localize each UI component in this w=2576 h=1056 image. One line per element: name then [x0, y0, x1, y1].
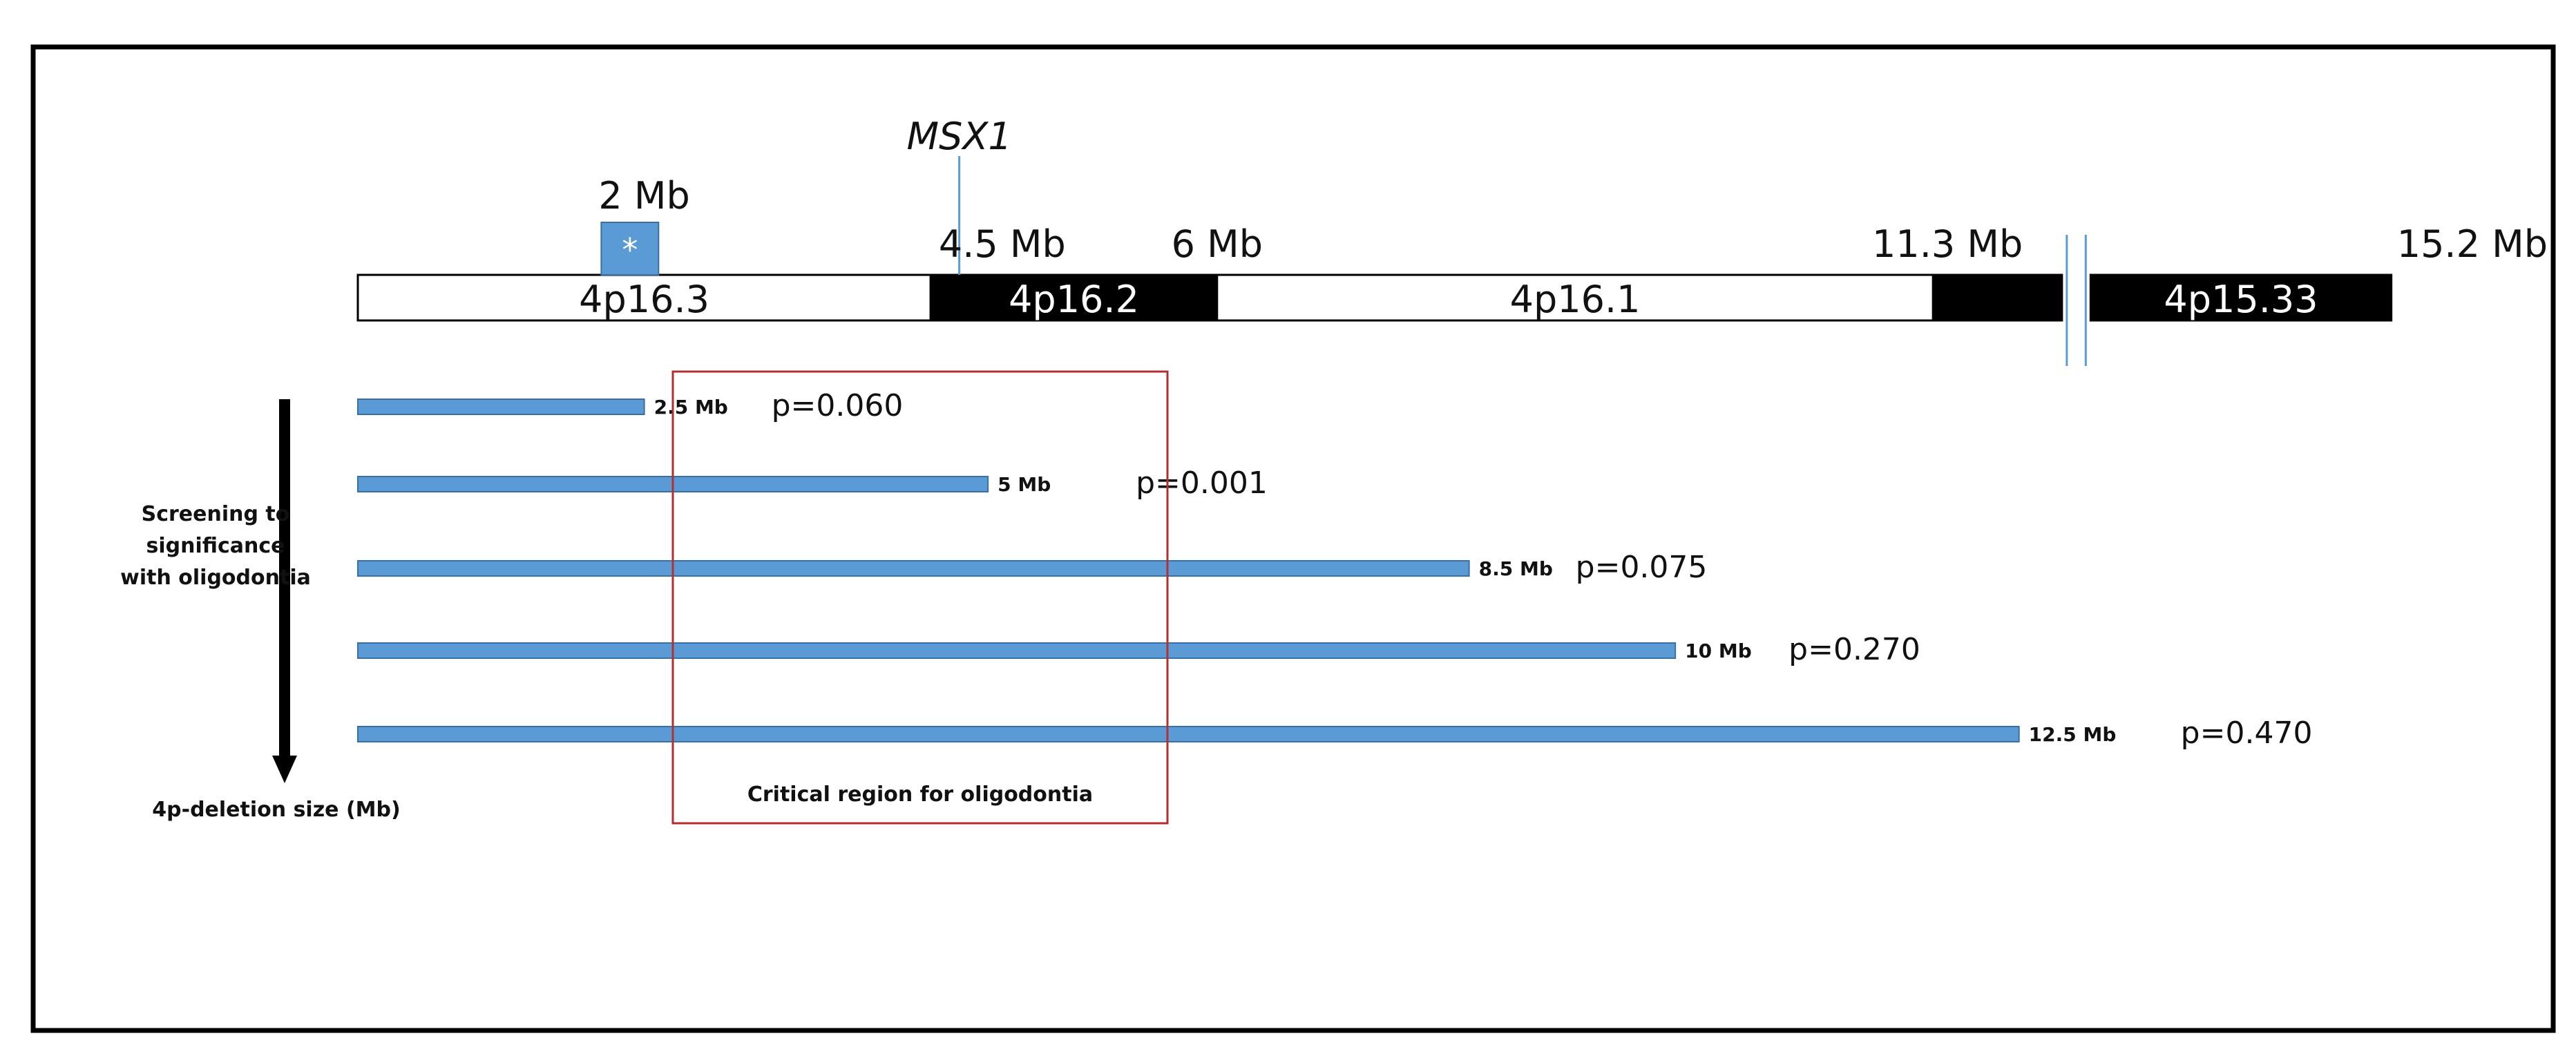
p-value-label: p=0.470 — [2181, 716, 2313, 751]
p-value-label: p=0.075 — [1576, 550, 1708, 585]
position-labels: 2 Mb 4.5 Mb 6 Mb 11.3 Mb 15.2 Mb — [598, 174, 2548, 266]
figure-frame — [30, 44, 2556, 1033]
band-label: 4p16.3 — [579, 278, 709, 321]
screening-label-line-3: with oligodontia — [120, 566, 311, 590]
position-label: 4.5 Mb — [939, 222, 1066, 266]
deletion-size-label: 10 Mb — [1685, 640, 1752, 662]
deletion-bar — [357, 642, 1677, 659]
chromosome-ideogram: 4p16.3 4p16.2 4p16.1 4p15.33 — [356, 273, 2393, 322]
deletion-size-label: 8.5 Mb — [1479, 557, 1553, 580]
p-value-label: p=0.001 — [1136, 465, 1268, 501]
position-label: 11.3 Mb — [1872, 222, 2023, 266]
band-label: 4p15.33 — [2164, 278, 2318, 321]
deletion-bar — [357, 726, 2020, 742]
band-label: 4p16.1 — [1510, 278, 1641, 321]
axis-label: 4p-deletion size (Mb) — [152, 798, 400, 822]
asterisk-box — [600, 222, 660, 276]
asterisk-marker: * — [600, 222, 660, 276]
arrow-shaft — [279, 399, 290, 757]
chromosome-break-marks — [2065, 235, 2087, 366]
screening-arrow — [272, 399, 297, 783]
screening-label-line-2: significance — [146, 534, 285, 558]
deletion-size-label: 2.5 Mb — [654, 396, 728, 419]
critical-region-box — [671, 370, 1169, 825]
position-label: 6 Mb — [1172, 222, 1263, 266]
deletion-bars: 2.5 Mb p=0.060 5 Mb p=0.001 8.5 Mb p=0.075 10 … — [357, 388, 2313, 751]
position-label: 15.2 Mb — [2397, 222, 2548, 266]
band-4p16.2 — [929, 273, 1219, 322]
band-label: 4p16.2 — [1009, 278, 1139, 321]
arrow-head — [272, 756, 297, 783]
screening-label-line-1: Screening to — [142, 502, 290, 526]
asterisk-symbol: * — [622, 231, 638, 269]
band-4p15.33 — [2089, 273, 2393, 322]
deletion-size-label: 5 Mb — [998, 473, 1051, 496]
deletion-bar — [357, 560, 1470, 577]
critical-region-label: Critical region for oligodontia — [747, 783, 1093, 807]
p-value-label: p=0.060 — [772, 388, 904, 423]
deletion-size-label: 12.5 Mb — [2029, 723, 2117, 746]
position-label: 2 Mb — [598, 174, 689, 218]
p-value-label: p=0.270 — [1788, 632, 1920, 667]
band-unlabeled-3 — [1931, 273, 2063, 322]
band-4p16.3 — [356, 273, 932, 322]
deletion-bar — [357, 399, 645, 415]
gene-label-msx1: MSX1 — [907, 115, 1012, 158]
